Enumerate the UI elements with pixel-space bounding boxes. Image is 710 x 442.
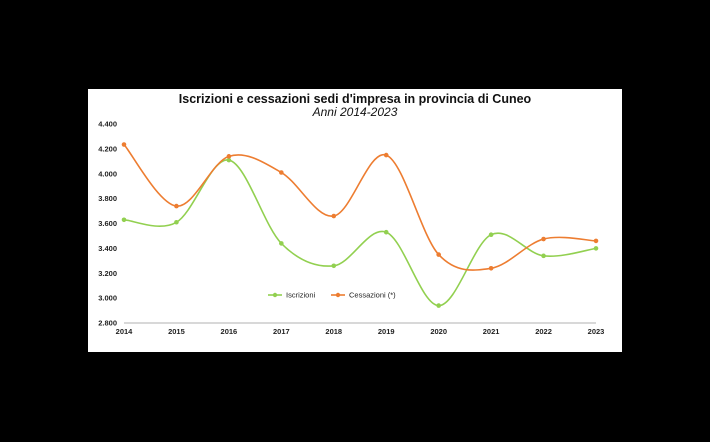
y-tick-label: 4.400 <box>98 120 117 129</box>
y-tick-label: 4.200 <box>98 144 117 153</box>
legend-swatch-marker <box>335 292 341 298</box>
data-point <box>121 217 127 223</box>
y-tick-label: 4.000 <box>98 169 117 178</box>
x-tick-label: 2023 <box>588 327 605 336</box>
data-point <box>593 246 599 251</box>
data-point <box>226 157 232 163</box>
y-tick-label: 3.400 <box>98 244 117 253</box>
data-point <box>279 170 284 175</box>
data-point <box>488 232 494 237</box>
y-tick-label: 3.600 <box>98 219 117 228</box>
legend-swatch-marker <box>272 292 278 298</box>
x-tick-label: 2022 <box>535 327 552 336</box>
series-layer <box>121 142 599 308</box>
y-axis-ticks: 2.800 3.000 3.200 3.400 3.600 3.800 4.000 4.200… <box>98 120 117 328</box>
series-line-cessazioni <box>123 144 597 271</box>
x-tick-label: 2015 <box>168 327 185 336</box>
data-point <box>331 263 337 269</box>
legend: Iscrizioni Cessazioni (*) <box>268 291 396 300</box>
legend-label: Cessazioni (*) <box>349 291 396 300</box>
y-tick-label: 3.800 <box>98 194 117 203</box>
y-tick-label: 2.800 <box>98 319 117 328</box>
chart-title: Iscrizioni e cessazioni sedi d'impresa i… <box>179 92 532 106</box>
chart-subtitle: Anni 2014-2023 <box>312 105 398 119</box>
data-point <box>436 252 441 257</box>
x-tick-label: 2020 <box>430 327 447 336</box>
y-tick-label: 3.200 <box>98 269 117 278</box>
data-point <box>383 152 389 158</box>
legend-label: Iscrizioni <box>286 291 316 300</box>
data-point <box>121 142 127 147</box>
data-point <box>541 236 546 242</box>
data-point <box>174 203 179 209</box>
chart-card: Iscrizioni e cessazioni sedi d'impresa i… <box>88 89 622 352</box>
data-point <box>488 265 494 271</box>
x-axis-ticks: 2014 2015 2016 2017 2018 2019 2020 2021 2022 2023 <box>116 327 605 336</box>
data-point <box>593 238 599 244</box>
x-tick-label: 2021 <box>483 327 500 336</box>
x-tick-label: 2014 <box>116 327 134 336</box>
data-point <box>383 229 389 235</box>
y-tick-label: 3.000 <box>98 294 117 303</box>
x-tick-label: 2016 <box>221 327 238 336</box>
data-point <box>226 154 232 159</box>
data-point <box>279 241 284 246</box>
data-point <box>541 253 546 259</box>
x-tick-label: 2019 <box>378 327 395 336</box>
x-tick-label: 2018 <box>325 327 342 336</box>
data-point <box>436 303 441 308</box>
data-point <box>174 219 179 225</box>
line-chart: Iscrizioni e cessazioni sedi d'impresa i… <box>98 92 605 336</box>
x-tick-label: 2017 <box>273 327 290 336</box>
data-point <box>331 213 337 219</box>
